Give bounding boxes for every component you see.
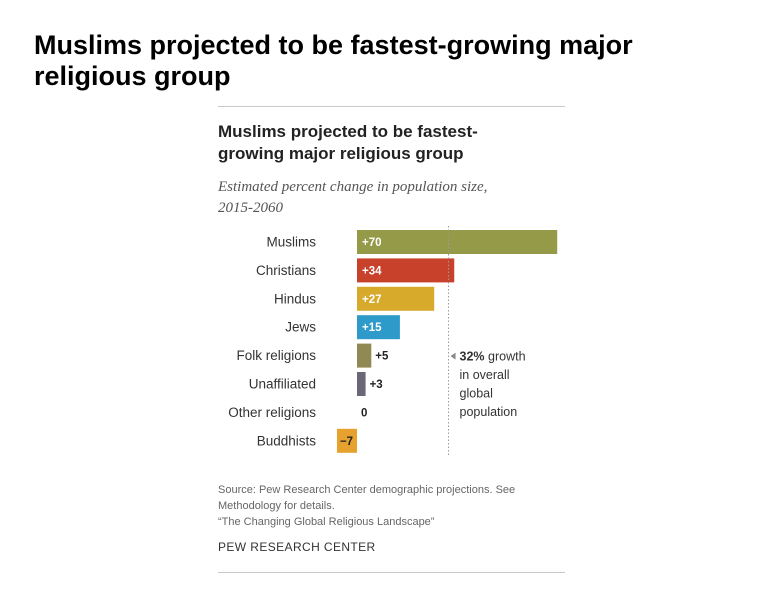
category-label-christians: Christians: [256, 263, 316, 278]
annotation-pointer-icon: [450, 352, 456, 360]
page-headline: Muslims projected to be fastest-growing …: [34, 30, 633, 91]
source-line-3: “The Changing Global Religious Landscape…: [218, 516, 435, 528]
bar-christians: [357, 258, 455, 283]
annotation-growth-word: growth: [485, 350, 526, 364]
category-label-hindus: Hindus: [274, 291, 316, 306]
bar-jews: [357, 315, 400, 340]
chart-title: Muslims projected to be fastest- growing…: [218, 121, 548, 165]
value-label-muslims: +70: [362, 237, 382, 249]
value-label-hindus: +27: [362, 294, 382, 306]
chart-subtitle-line-1: Estimated percent change in population s…: [218, 179, 488, 195]
value-label-buddhists: −7: [340, 436, 353, 448]
annotation-growth-value: 32%: [460, 350, 485, 364]
bar-muslims: [357, 230, 558, 254]
value-label-unaffiliated: +3: [370, 379, 383, 391]
chart-title-line-2: growing major religious group: [218, 144, 464, 163]
category-label-other-religions: Other religions: [228, 405, 316, 420]
chart-subtitle: Estimated percent change in population s…: [218, 177, 558, 219]
annotation-text-line-3: global: [460, 387, 493, 401]
bottom-divider: [218, 572, 565, 573]
value-label-christians: +34: [362, 265, 382, 277]
bar-folk-religions: [357, 343, 372, 368]
source-note: Source: Pew Research Center demographic …: [218, 482, 563, 530]
category-label-folk-religions: Folk religions: [236, 348, 316, 363]
bar-unaffiliated: [357, 372, 366, 396]
bar-hindus: [357, 286, 435, 311]
value-label-folk-religions: +5: [375, 351, 389, 363]
bar-buddhists: [336, 428, 357, 453]
value-label-jews: +15: [362, 322, 382, 334]
value-label-other-religions: 0: [361, 407, 367, 419]
category-label-unaffiliated: Unaffiliated: [249, 377, 316, 392]
top-divider: [218, 106, 565, 107]
category-label-buddhists: Buddhists: [257, 433, 317, 448]
category-label-muslims: Muslims: [267, 235, 317, 250]
source-line-2: Methodology for details.: [218, 500, 335, 512]
annotation-text-line-1: 32% growth: [460, 350, 526, 364]
chart-subtitle-line-2: 2015-2060: [218, 200, 283, 216]
annotation-text-line-4: population: [460, 405, 518, 419]
bar-chart: Muslims +70 Christians +34 Hindus +27 Jews +15 F…: [228, 226, 558, 456]
category-label-jews: Jews: [285, 320, 316, 335]
pew-credit: PEW RESEARCH CENTER: [218, 540, 376, 554]
chart-title-line-1: Muslims projected to be fastest-: [218, 122, 478, 141]
annotation-text-line-2: in overall: [460, 368, 510, 382]
source-line-1: Source: Pew Research Center demographic …: [218, 484, 516, 496]
